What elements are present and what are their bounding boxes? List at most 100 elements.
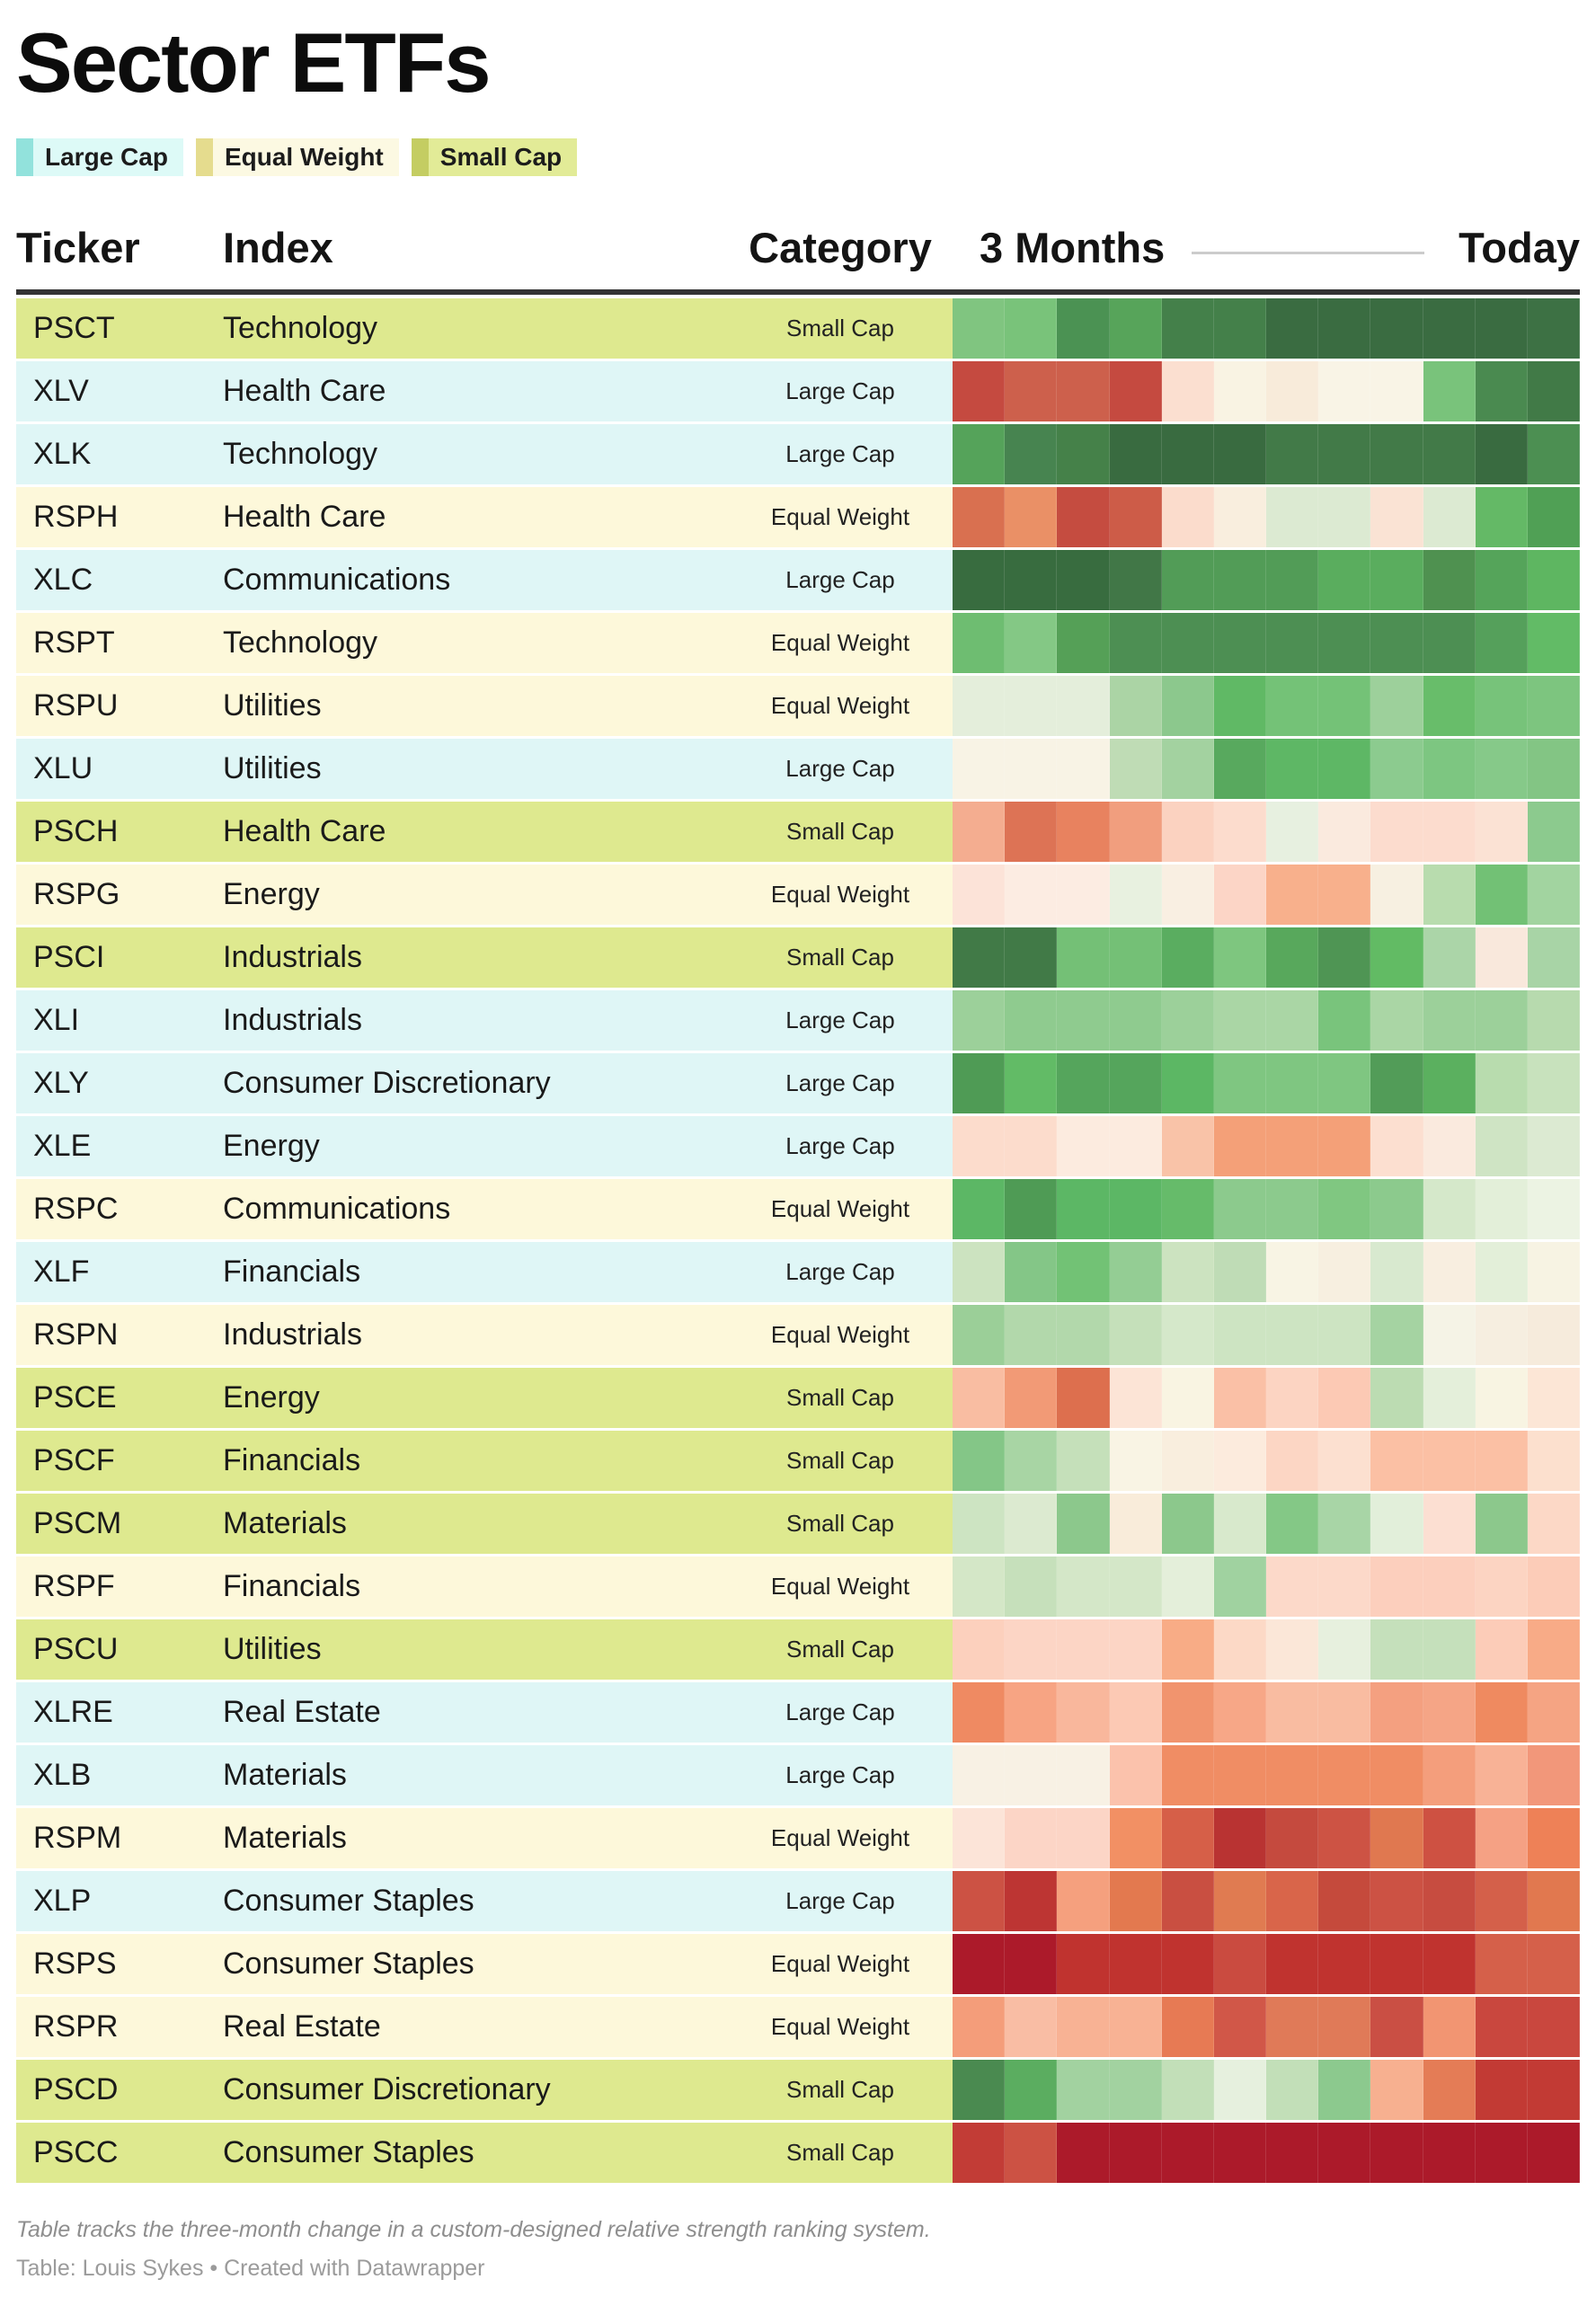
heatmap-cell	[1057, 486, 1110, 547]
heatmap-cell	[953, 1115, 1006, 1176]
category-cell: Small Cap	[786, 1383, 894, 1411]
heatmap-cell	[1161, 1430, 1214, 1491]
heatmap-cell	[1318, 1933, 1371, 1994]
category-cell: Equal Weight	[770, 502, 910, 530]
row-label: PSCE Energy Small Cap	[16, 1367, 953, 1428]
legend-label: Small Cap	[428, 137, 578, 176]
index-cell: Industrials	[223, 1002, 362, 1037]
heatmap-cell	[1057, 989, 1110, 1051]
heatmap-cell	[1527, 738, 1581, 799]
heatmap-cell	[1370, 360, 1423, 421]
timeline-connector-line	[1192, 252, 1425, 255]
heatmap-cell	[1005, 612, 1058, 673]
heatmap-cell	[1005, 1996, 1058, 2057]
table-row: RSPM Materials Equal Weight	[16, 1807, 1581, 1868]
heatmap-cell	[1527, 297, 1581, 359]
heatmap-cell	[1423, 297, 1476, 359]
index-cell: Energy	[223, 1128, 320, 1163]
heatmap-cell	[1109, 423, 1162, 484]
heatmap-cell	[1057, 1178, 1110, 1239]
heatmap-cell	[1057, 864, 1110, 925]
category-cell: Small Cap	[786, 817, 894, 845]
heatmap-cell	[1370, 1681, 1423, 1743]
heatmap-cell	[1005, 1933, 1058, 1994]
table-row: XLC Communications Large Cap	[16, 549, 1581, 610]
heatmap-cell	[1370, 1493, 1423, 1554]
heatmap-cell	[1109, 1304, 1162, 1365]
category-cell: Equal Weight	[770, 691, 910, 719]
category-cell: Equal Weight	[770, 1320, 910, 1348]
index-cell: Financials	[223, 1442, 361, 1477]
heatmap-cell	[1423, 1115, 1476, 1176]
heatmap-cell	[953, 297, 1006, 359]
heatmap-cell	[1423, 864, 1476, 925]
table-row: PSCU Utilities Small Cap	[16, 1619, 1581, 1680]
heatmap-cell	[1475, 1996, 1528, 2057]
heatmap-cell	[1475, 486, 1528, 547]
index-cell: Real Estate	[223, 2009, 381, 2044]
heatmap-cell	[1475, 1619, 1528, 1680]
heatmap-cell	[1057, 1619, 1110, 1680]
heatmap-cell	[1266, 1178, 1319, 1239]
heatmap-row	[953, 2122, 1581, 2183]
heatmap-cell	[1161, 1052, 1214, 1113]
table-row: RSPR Real Estate Equal Weight	[16, 1996, 1581, 2057]
heatmap-cell	[1266, 1870, 1319, 1931]
table-row: PSCI Industrials Small Cap	[16, 927, 1581, 988]
heatmap-cell	[1318, 549, 1371, 610]
heatmap-cell	[1266, 423, 1319, 484]
ticker-cell: PSCF	[33, 1442, 115, 1477]
heatmap-cell	[1057, 1996, 1110, 2057]
heatmap-cell	[1266, 927, 1319, 988]
table-row: PSCM Materials Small Cap	[16, 1493, 1581, 1554]
heatmap-cell	[1527, 612, 1581, 673]
heatmap-row	[953, 927, 1581, 988]
heatmap-cell	[1057, 738, 1110, 799]
heatmap-cell	[1109, 612, 1162, 673]
ticker-cell: RSPH	[33, 499, 119, 534]
index-cell: Industrials	[223, 1317, 362, 1352]
heatmap-cell	[1005, 1744, 1058, 1805]
heatmap-cell	[1109, 1430, 1162, 1491]
table-row: PSCT Technology Small Cap	[16, 297, 1581, 359]
table-row: PSCD Consumer Discretionary Small Cap	[16, 2059, 1581, 2120]
heatmap-cell	[1318, 989, 1371, 1051]
table-row: XLE Energy Large Cap	[16, 1115, 1581, 1176]
heatmap-cell	[953, 864, 1006, 925]
table-row: XLRE Real Estate Large Cap	[16, 1681, 1581, 1743]
heatmap-cell	[1423, 1241, 1476, 1302]
heatmap-cell	[1057, 1241, 1110, 1302]
heatmap-cell	[1057, 423, 1110, 484]
index-cell: Financials	[223, 1568, 361, 1603]
row-label: PSCT Technology Small Cap	[16, 297, 953, 359]
heatmap-cell	[1318, 297, 1371, 359]
heatmap-cell	[1475, 1304, 1528, 1365]
heatmap-row	[953, 1744, 1581, 1805]
heatmap-cell	[1057, 1367, 1110, 1428]
ticker-cell: XLK	[33, 436, 92, 471]
heatmap-cell	[1318, 1241, 1371, 1302]
ticker-cell: PSCC	[33, 2134, 119, 2169]
heatmap-cell	[1318, 1744, 1371, 1805]
ticker-cell: XLC	[33, 562, 93, 597]
heatmap-cell	[1266, 1619, 1319, 1680]
heatmap-cell	[1475, 801, 1528, 862]
heatmap-cell	[1109, 1933, 1162, 1994]
heatmap-cell	[1109, 1870, 1162, 1931]
heatmap-cell	[1005, 1619, 1058, 1680]
heatmap-row	[953, 1933, 1581, 1994]
heatmap-cell	[1005, 1556, 1058, 1617]
heatmap-cell	[1527, 801, 1581, 862]
heatmap-cell	[1109, 2122, 1162, 2183]
heatmap-cell	[1370, 2122, 1423, 2183]
heatmap-cell	[1423, 989, 1476, 1051]
heatmap-cell	[1266, 1367, 1319, 1428]
heatmap-cell	[1109, 1556, 1162, 1617]
table-row: XLU Utilities Large Cap	[16, 738, 1581, 799]
heatmap-cell	[1109, 297, 1162, 359]
heatmap-row	[953, 864, 1581, 925]
heatmap-cell	[1213, 1430, 1267, 1491]
category-cell: Large Cap	[785, 1006, 895, 1033]
heatmap-cell	[1266, 1933, 1319, 1994]
heatmap-cell	[1318, 1556, 1371, 1617]
